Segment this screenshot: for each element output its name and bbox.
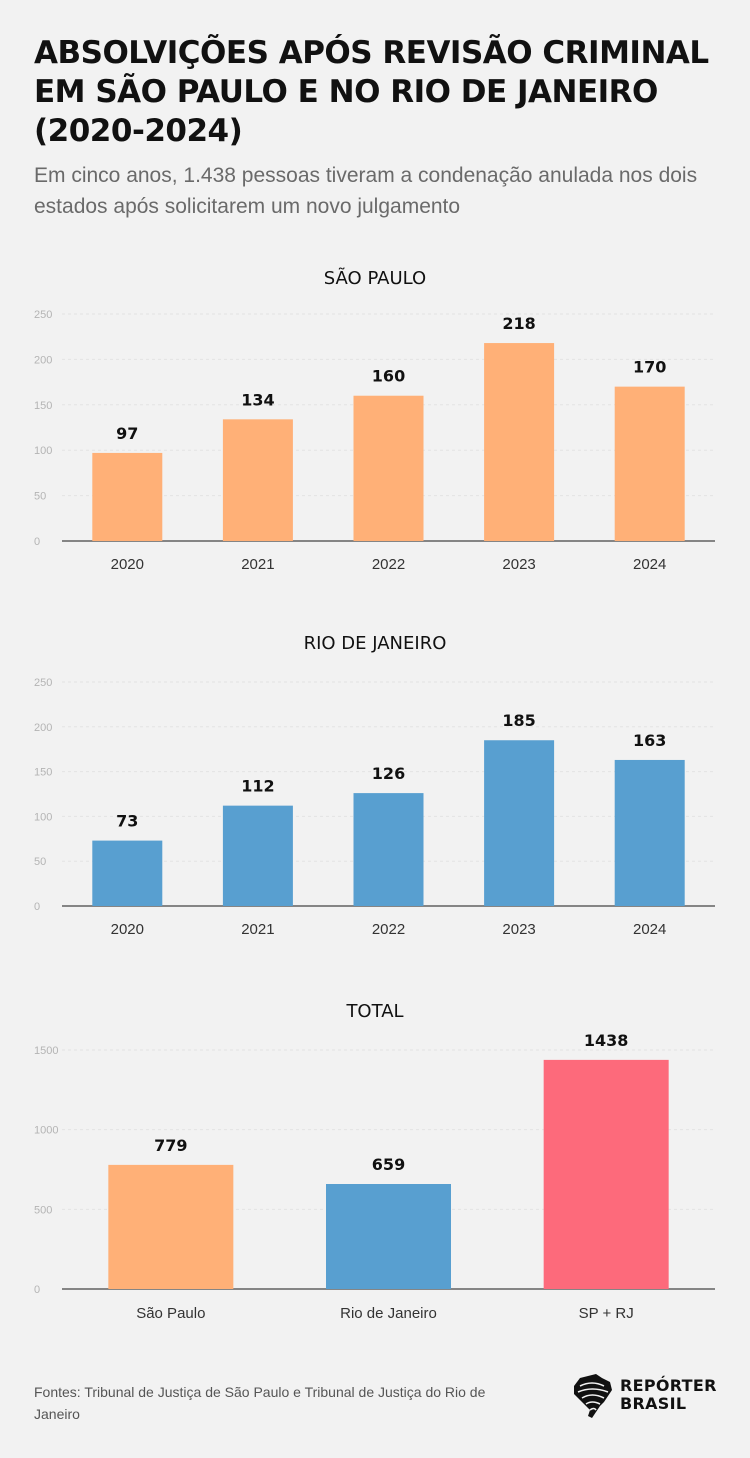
- data-label: 73: [116, 812, 138, 831]
- logo-line-1: REPÓRTER: [620, 1376, 717, 1395]
- chart-rio-de-janeiro: RIO DE JANEIRO 0 50 100 150 200 250 73 2020 112 20…: [34, 633, 715, 938]
- y-tick-label: 1000: [34, 1125, 58, 1137]
- y-tick-label: 100: [34, 811, 52, 823]
- y-tick-label: 250: [34, 309, 52, 321]
- chart-sao-paulo: SÃO PAULO 0 50 100 150 200 250 97 2020 134 2021 160…: [34, 267, 715, 573]
- bar: [353, 395, 424, 541]
- bar: [614, 759, 685, 906]
- x-tick-label: 2021: [241, 921, 274, 938]
- x-tick-label: SP + RJ: [579, 1305, 634, 1322]
- bar: [326, 1183, 451, 1289]
- data-label: 126: [372, 764, 405, 783]
- data-label: 779: [154, 1136, 187, 1155]
- data-label: 163: [633, 731, 666, 750]
- x-tick-label: 2024: [633, 556, 666, 573]
- source-note: Fontes: Tribunal de Justiça de São Paulo…: [34, 1384, 486, 1422]
- x-tick-label: 2020: [111, 556, 144, 573]
- x-tick-label: 2022: [372, 556, 405, 573]
- bar: [222, 419, 293, 541]
- x-tick-label: 2024: [633, 921, 666, 938]
- chart-total: TOTAL 0 500 1000 1500 779 São Paulo 659 Rio de J…: [34, 1001, 715, 1322]
- x-tick-label: São Paulo: [136, 1305, 205, 1322]
- y-tick-label: 250: [34, 677, 52, 689]
- y-tick-label: 0: [34, 536, 40, 548]
- data-label: 659: [372, 1155, 405, 1174]
- data-label: 112: [241, 777, 274, 796]
- page-title: ABSOLVIÇÕES APÓS REVISÃO CRIMINAL EM SÃO…: [34, 35, 709, 149]
- x-tick-label: 2021: [241, 556, 274, 573]
- y-tick-label: 1500: [34, 1045, 58, 1057]
- brazil-map-icon: [574, 1374, 612, 1418]
- y-tick-label: 100: [34, 445, 52, 457]
- y-tick-label: 500: [34, 1204, 52, 1216]
- chart-title: SÃO PAULO: [324, 267, 426, 289]
- reporter-brasil-logo[interactable]: REPÓRTER BRASIL: [570, 1372, 720, 1422]
- y-tick-label: 200: [34, 722, 52, 734]
- data-label: 97: [116, 424, 138, 443]
- x-tick-label: 2022: [372, 921, 405, 938]
- bar: [614, 386, 685, 541]
- bar: [484, 343, 555, 541]
- bar: [108, 1164, 234, 1289]
- y-tick-label: 150: [34, 400, 52, 412]
- data-label: 185: [502, 711, 535, 730]
- y-tick-label: 0: [34, 1284, 40, 1296]
- x-tick-label: Rio de Janeiro: [340, 1305, 437, 1322]
- x-tick-label: 2020: [111, 921, 144, 938]
- logo-line-2: BRASIL: [620, 1394, 687, 1413]
- y-tick-label: 150: [34, 767, 52, 779]
- data-label: 218: [502, 314, 535, 333]
- data-label: 160: [372, 367, 405, 386]
- x-tick-label: 2023: [502, 556, 535, 573]
- bar: [484, 740, 555, 906]
- data-label: 170: [633, 358, 666, 377]
- data-label: 134: [241, 390, 274, 409]
- y-tick-label: 0: [34, 901, 40, 913]
- bar: [92, 840, 163, 906]
- chart-title: TOTAL: [345, 1001, 403, 1022]
- chart-title: RIO DE JANEIRO: [304, 633, 447, 654]
- y-tick-label: 200: [34, 354, 52, 366]
- bar: [222, 805, 293, 906]
- bar: [543, 1059, 669, 1289]
- data-label: 1438: [584, 1031, 629, 1050]
- y-tick-label: 50: [34, 491, 46, 503]
- x-tick-label: 2023: [502, 921, 535, 938]
- bar: [92, 452, 163, 541]
- bar: [353, 793, 424, 906]
- page-subtitle: Em cinco anos, 1.438 pessoas tiveram a c…: [34, 164, 698, 218]
- y-tick-label: 50: [34, 856, 46, 868]
